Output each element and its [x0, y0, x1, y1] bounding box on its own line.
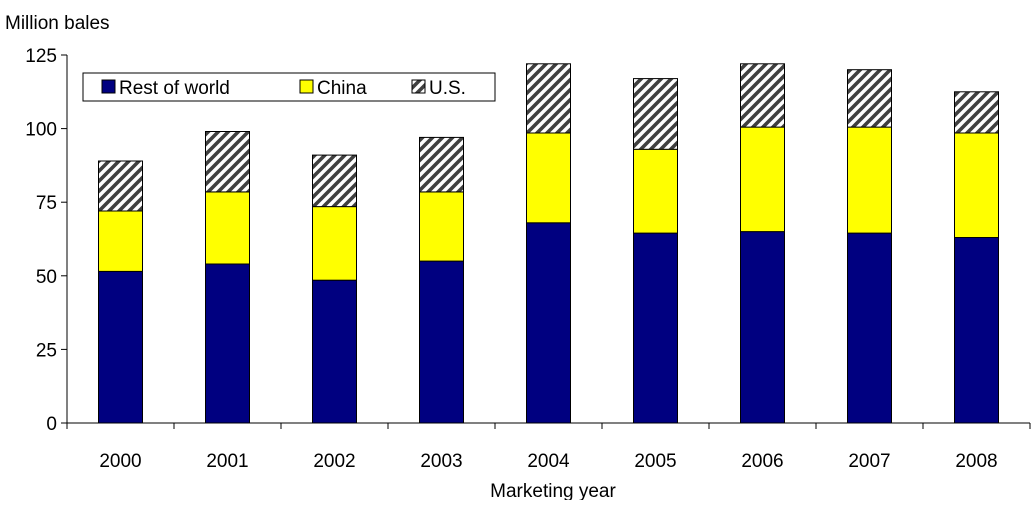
- bar-u-s-2008: [954, 91, 999, 134]
- bar-rest-of-world-2004: [526, 222, 571, 424]
- x-tick-label: 2003: [420, 451, 462, 472]
- y-tick-label: 75: [36, 193, 57, 214]
- y-tick-label: 25: [36, 340, 57, 361]
- legend-swatch-rest-of-world: [101, 79, 116, 94]
- bar-rest-of-world-2006: [740, 231, 785, 424]
- x-tick-label: 2005: [634, 451, 676, 472]
- bar-china-2003: [419, 191, 464, 262]
- x-tick-label: 2001: [206, 451, 248, 472]
- bars-layer: [98, 63, 999, 424]
- bar-rest-of-world-2003: [419, 260, 464, 424]
- axes-layer: 0 25 50 75 100 125 2000 2001 2002 2003 2004 2005 200…: [25, 46, 1031, 472]
- x-tick-label: 2008: [955, 451, 997, 472]
- legend-swatch-china: [299, 79, 314, 94]
- bar-china-2004: [526, 132, 571, 224]
- bar-china-2005: [633, 148, 678, 234]
- x-axis-title: Marketing year: [490, 481, 616, 500]
- bar-u-s-2005: [633, 78, 678, 150]
- legend-label-u-s: U.S.: [429, 78, 466, 99]
- legend-swatch-u-s: [411, 79, 426, 94]
- bar-u-s-2006: [740, 63, 785, 128]
- bar-china-2006: [740, 126, 785, 233]
- legend: Rest of world China U.S.: [82, 72, 496, 102]
- bar-u-s-2007: [847, 69, 892, 128]
- bar-rest-of-world-2007: [847, 232, 892, 424]
- bar-china-2000: [98, 210, 143, 272]
- x-tick-label: 2004: [527, 451, 570, 472]
- bar-china-2001: [205, 191, 250, 265]
- x-tick-label: 2000: [99, 451, 141, 472]
- bar-u-s-2000: [98, 160, 143, 212]
- bar-china-2007: [847, 126, 892, 234]
- bar-rest-of-world-2005: [633, 232, 678, 424]
- y-tick-label: 0: [46, 414, 57, 435]
- bar-u-s-2004: [526, 63, 571, 134]
- y-tick-label: 100: [25, 120, 57, 141]
- x-tick-label: 2002: [313, 451, 355, 472]
- bar-rest-of-world-2001: [205, 263, 250, 424]
- bar-u-s-2001: [205, 131, 250, 193]
- y-tick-label: 125: [25, 46, 57, 67]
- bar-china-2008: [954, 132, 999, 238]
- y-axis-title: Million bales: [5, 13, 110, 34]
- legend-box: [82, 72, 496, 102]
- x-tick-label: 2006: [741, 451, 783, 472]
- x-tick-label: 2007: [848, 451, 890, 472]
- bar-rest-of-world-2002: [312, 279, 357, 424]
- bar-u-s-2003: [419, 136, 464, 193]
- y-tick-label: 50: [36, 267, 57, 288]
- bar-china-2002: [312, 206, 357, 281]
- bar-rest-of-world-2008: [954, 237, 999, 424]
- legend-label-china: China: [317, 78, 367, 99]
- bar-rest-of-world-2000: [98, 270, 143, 424]
- legend-label-rest-of-world: Rest of world: [119, 78, 230, 99]
- bar-u-s-2002: [312, 154, 357, 208]
